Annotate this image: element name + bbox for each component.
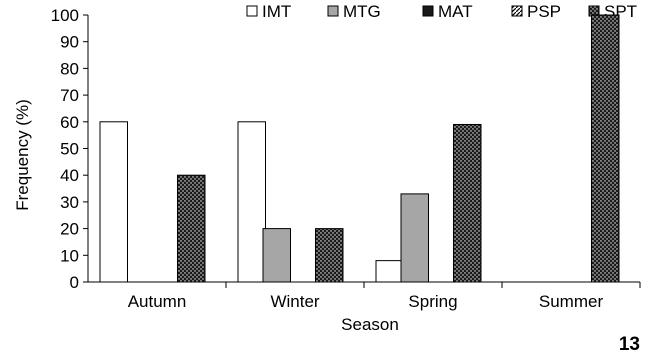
- bar-spt-autumn: [177, 174, 206, 283]
- bar-imt-autumn: [99, 121, 128, 283]
- legend-swatch-mtg: [327, 5, 339, 17]
- y-tick-label: 70: [60, 86, 79, 105]
- legend-label-mtg: MTG: [343, 2, 381, 21]
- bar-imt-winter: [237, 121, 266, 283]
- x-tick-label: Autumn: [128, 292, 187, 311]
- bar-mtg-winter: [262, 228, 291, 283]
- legend: IMT MTG MAT PSP SPT: [246, 2, 637, 21]
- y-tick-label: 20: [60, 220, 79, 239]
- y-axis-ticks: 0 10 20 30 40 50 60 70 80 90 100: [51, 6, 88, 292]
- bar-imt-spring: [375, 260, 404, 283]
- legend-swatch-mat: [422, 5, 434, 17]
- y-tick-label: 10: [60, 246, 79, 265]
- page-number: 13: [619, 334, 640, 354]
- x-axis-title: Season: [341, 315, 399, 334]
- y-tick-label: 80: [60, 59, 79, 78]
- legend-swatch-psp: [511, 5, 523, 17]
- y-tick-label: 50: [60, 140, 79, 159]
- y-tick-label: 30: [60, 193, 79, 212]
- bar-spt-summer: [591, 14, 620, 283]
- y-tick-label: 60: [60, 113, 79, 132]
- bar-mtg-spring: [400, 193, 429, 283]
- legend-label-psp: PSP: [527, 2, 561, 21]
- y-axis-title: Frequency (%): [13, 99, 32, 210]
- x-tick-label: Spring: [408, 292, 457, 311]
- y-tick-label: 90: [60, 33, 79, 52]
- y-tick-label: 100: [51, 6, 79, 25]
- legend-label-mat: MAT: [438, 2, 473, 21]
- legend-swatch-imt: [246, 5, 258, 17]
- bars: [99, 14, 620, 283]
- x-tick-label: Summer: [539, 292, 604, 311]
- x-tick-label: Winter: [270, 292, 319, 311]
- bar-spt-spring: [453, 123, 482, 283]
- x-axis-ticks: Autumn Winter Spring Summer: [128, 282, 641, 311]
- bar-spt-winter: [315, 228, 344, 283]
- legend-label-imt: IMT: [262, 2, 291, 21]
- y-tick-label: 0: [70, 273, 79, 292]
- y-tick-label: 40: [60, 166, 79, 185]
